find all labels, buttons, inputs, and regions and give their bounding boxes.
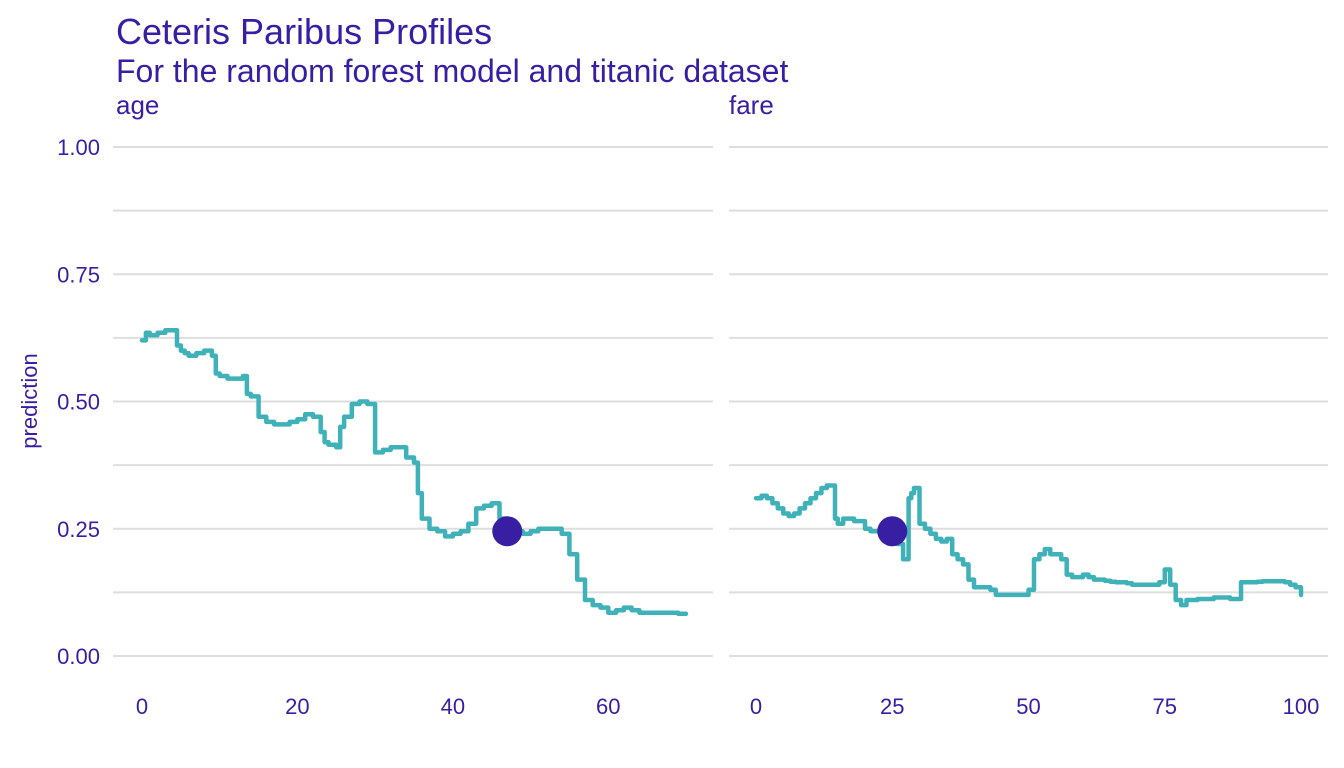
chart-title: Ceteris Paribus Profiles	[116, 11, 493, 52]
y-tick-label: 1.00	[57, 135, 100, 160]
x-tick-label: 0	[136, 694, 148, 719]
y-tick-label: 0.50	[57, 390, 100, 415]
panel-label-age: age	[116, 90, 159, 120]
y-axis-label: prediction	[17, 353, 42, 448]
panel-label-fare: fare	[729, 90, 774, 120]
observation-point-fare	[877, 516, 908, 547]
y-tick-label: 0.00	[57, 644, 100, 669]
observation-point-age	[492, 516, 523, 547]
profile-line-age	[139, 327, 689, 617]
x-tick-label: 60	[596, 694, 620, 719]
x-tick-label: 20	[285, 694, 309, 719]
profile-line-fare	[753, 483, 1304, 608]
x-tick-label: 25	[880, 694, 904, 719]
x-tick-label: 50	[1016, 694, 1040, 719]
chart-subtitle: For the random forest model and titanic …	[116, 53, 789, 89]
y-tick-label: 0.25	[57, 517, 100, 542]
x-tick-label: 0	[750, 694, 762, 719]
x-tick-label: 75	[1153, 694, 1177, 719]
y-tick-label: 0.75	[57, 262, 100, 287]
x-tick-label: 40	[441, 694, 465, 719]
x-tick-label: 100	[1283, 694, 1320, 719]
